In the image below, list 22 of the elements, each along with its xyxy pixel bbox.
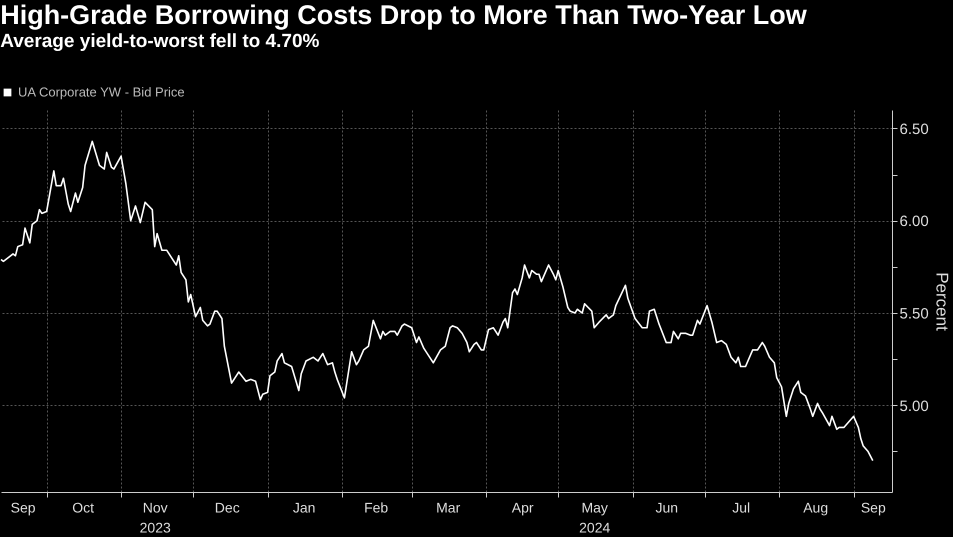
- chart-subtitle: Average yield-to-worst fell to 4.70%: [0, 31, 320, 52]
- legend-label: UA Corporate YW - Bid Price: [18, 84, 185, 100]
- x-tick-label: May 2024: [579, 500, 610, 536]
- x-tick-label: Nov 2023: [140, 500, 171, 536]
- y-tick-label: 5.50: [900, 305, 929, 322]
- y-tick-label: 6.00: [900, 213, 929, 230]
- x-tick-label: Jul: [732, 500, 750, 516]
- x-tick-label: Jun: [655, 500, 678, 516]
- y-tick-label: 6.50: [900, 120, 929, 138]
- line-series: [0, 140, 874, 462]
- y-tick-label: 5.00: [900, 398, 929, 415]
- x-tick-label: Aug: [803, 500, 828, 516]
- x-tick-label: Oct: [72, 500, 94, 516]
- x-tick-label: Sep: [10, 500, 36, 516]
- x-tick-label: Apr: [512, 500, 534, 516]
- x-tick-label: Dec: [214, 500, 240, 516]
- x-tick-label: Sep: [860, 500, 886, 516]
- x-tick-label: Feb: [364, 500, 388, 516]
- chart-title: High-Grade Borrowing Costs Drop to More Than Two-Year Low: [0, 0, 808, 30]
- x-tick-label: Jan: [292, 500, 316, 516]
- x-tick-label: Mar: [436, 500, 461, 516]
- y-axis-title: Percent: [932, 272, 952, 332]
